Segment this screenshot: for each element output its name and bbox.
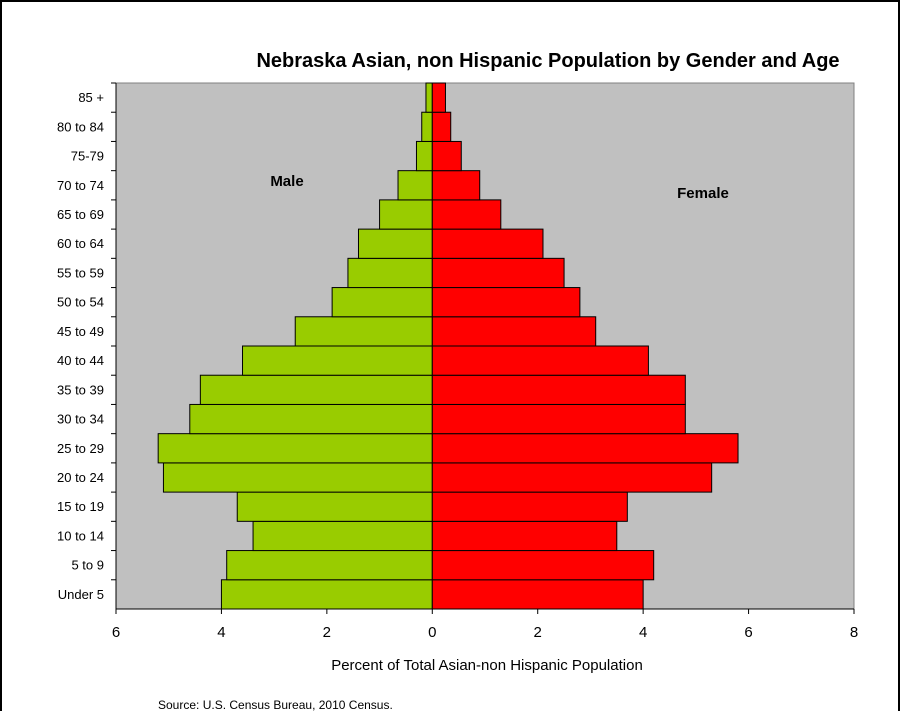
y-tick-label: 30 to 34 <box>57 412 104 427</box>
female-bar <box>431 316 597 347</box>
x-tick-label: 6 <box>112 624 120 641</box>
male-bar <box>347 257 433 289</box>
x-tick-label: 4 <box>217 624 225 641</box>
male-bar <box>357 228 433 259</box>
y-tick-label: 50 to 54 <box>57 295 104 310</box>
male-bar <box>252 520 433 552</box>
y-tick-label: 70 to 74 <box>57 178 104 193</box>
y-tick-label: 20 to 24 <box>57 470 104 485</box>
x-tick-label: 2 <box>534 624 542 641</box>
female-bar <box>431 170 481 201</box>
axes-group: Under 5 5 to 9 10 to 14 15 to 19 20 to 24 25 … <box>57 82 858 641</box>
female-bar <box>431 433 739 464</box>
female-bar <box>431 403 686 435</box>
y-tick-label: 45 to 49 <box>57 324 104 339</box>
y-tick-label: 75-79 <box>71 149 104 164</box>
y-tick-label: 85 + <box>78 90 104 105</box>
bars-group <box>157 82 739 610</box>
male-bar <box>425 82 433 113</box>
female-bar <box>431 579 644 610</box>
y-tick-label: 15 to 19 <box>57 499 104 514</box>
x-tick-label: 6 <box>744 624 752 641</box>
male-bar <box>397 170 433 201</box>
source-note: Source: U.S. Census Bureau, 2010 Census. <box>158 698 393 711</box>
female-bar <box>431 550 655 581</box>
female-bar <box>431 345 649 376</box>
female-bar <box>431 82 446 113</box>
y-tick-label: 35 to 39 <box>57 382 104 397</box>
male-bar <box>199 374 433 405</box>
male-bar <box>294 316 433 347</box>
female-bar <box>431 257 565 289</box>
y-tick-label: 10 to 14 <box>57 528 104 543</box>
female-bar <box>431 111 452 142</box>
y-tick-label: 5 to 9 <box>71 558 104 573</box>
y-tick-label: Under 5 <box>58 587 104 602</box>
x-tick-label: 8 <box>850 624 858 641</box>
y-tick-label: 25 to 29 <box>57 441 104 456</box>
male-bar <box>379 199 433 230</box>
male-bar <box>331 287 433 318</box>
female-bar <box>431 374 686 405</box>
male-bar <box>415 140 433 172</box>
y-tick-label: 80 to 84 <box>57 119 104 134</box>
female-bar <box>431 462 713 493</box>
y-tick-label: 65 to 69 <box>57 207 104 222</box>
x-tick-label: 2 <box>323 624 331 641</box>
y-tick-label: 40 to 44 <box>57 353 104 368</box>
male-annotation: Male <box>270 173 303 190</box>
female-bar <box>431 287 581 318</box>
female-bar <box>431 491 628 522</box>
x-axis-label: Percent of Total Asian-non Hispanic Popu… <box>331 657 643 674</box>
male-bar <box>162 462 433 493</box>
chart-title: Nebraska Asian, non Hispanic Population … <box>256 50 839 72</box>
female-bar <box>431 140 462 172</box>
female-bar <box>431 199 502 230</box>
male-bar <box>226 550 433 581</box>
y-tick-label: 60 to 64 <box>57 236 104 251</box>
x-tick-label: 0 <box>428 624 436 641</box>
male-bar <box>157 433 433 464</box>
female-bar <box>431 520 618 552</box>
y-tick-label: 55 to 59 <box>57 265 104 280</box>
x-tick-label: 4 <box>639 624 647 641</box>
female-annotation: Female <box>677 185 729 202</box>
male-bar <box>220 579 433 610</box>
male-bar <box>189 403 433 435</box>
male-bar <box>236 491 433 522</box>
female-bar <box>431 228 544 259</box>
male-bar <box>242 345 433 376</box>
male-bar <box>421 111 433 142</box>
